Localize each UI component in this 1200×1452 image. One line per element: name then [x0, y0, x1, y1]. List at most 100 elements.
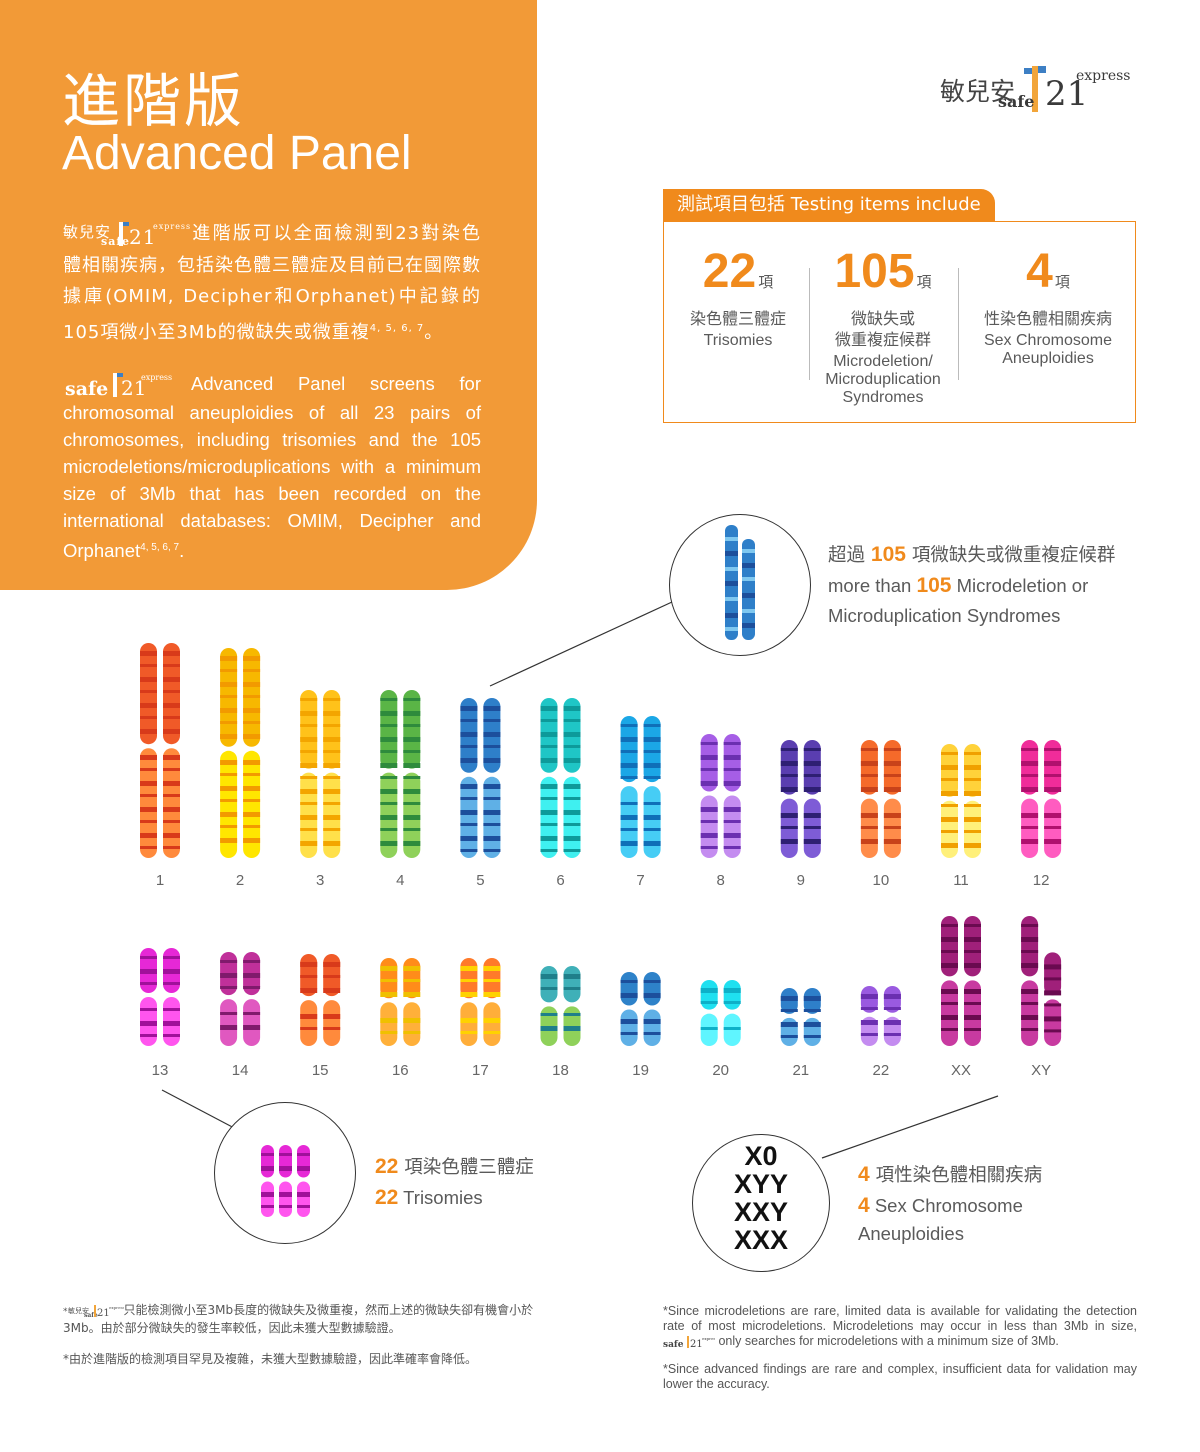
chromosome-band	[540, 745, 558, 748]
chromosome-band	[860, 826, 878, 829]
chromatid-arm-upper	[563, 966, 581, 1003]
chromosome-band	[803, 996, 821, 1001]
trisomy-chromatid	[297, 1145, 310, 1217]
chromosome-band	[723, 1001, 741, 1004]
chromosome-zoom-icon	[725, 525, 755, 640]
chromosome-band	[323, 815, 341, 820]
item-label-en: Microdeletion/ Microduplication Syndrome…	[825, 353, 941, 406]
chromosome-band	[323, 962, 341, 967]
chromosome-band	[403, 698, 421, 701]
sex-item: X0	[744, 1141, 778, 1171]
footnote-en-logo: safe 21 express	[663, 1335, 718, 1350]
chromatid-arm-upper	[1021, 740, 1039, 795]
chromosome-band	[723, 846, 741, 849]
chromosome-band	[220, 760, 238, 765]
chromosome-band	[140, 703, 157, 708]
chromosome-band	[941, 804, 958, 807]
chromosome-band	[403, 802, 421, 805]
chromosome-band	[964, 924, 981, 927]
chromosome-band	[780, 813, 798, 818]
chromosome-band	[220, 1012, 238, 1015]
callout-sex-num-en: 4	[858, 1194, 870, 1217]
chromosome-band	[643, 828, 661, 831]
callout-trisomy-num-en: 22	[375, 1186, 399, 1209]
chromosome-band	[140, 807, 157, 812]
chromosome-pair-21: 21	[780, 988, 821, 1079]
chromosome-band	[563, 823, 581, 826]
chromatid-arm-lower	[163, 748, 180, 858]
chromatid-arm-upper	[941, 744, 958, 797]
sex-item: XXY	[733, 1197, 789, 1227]
logo-bar-en	[113, 373, 117, 398]
chromosome-band	[403, 711, 421, 716]
chromosome-band	[563, 974, 581, 979]
chromosome-band	[220, 799, 238, 802]
chromosome-band	[941, 950, 958, 953]
chromosome-band	[1021, 989, 1039, 994]
chromosome-band	[540, 758, 558, 763]
chromosome-band	[243, 786, 261, 791]
testing-items-tab: 測試項目包括 Testing items include	[663, 189, 995, 221]
chromosome-pair-10: 10	[860, 740, 901, 889]
chromosome-band	[483, 719, 501, 722]
brand-logo-bar-left	[1024, 68, 1032, 74]
callout-trisomy-en: Trisomies	[403, 1187, 483, 1208]
trisomy-chromatid	[261, 1145, 274, 1217]
chromosome-band	[483, 979, 501, 982]
chromosome-band	[1044, 774, 1062, 777]
brand-logo-express: express	[1076, 68, 1131, 84]
chromosome-band	[403, 763, 421, 768]
chromosome-band	[380, 776, 398, 779]
chromosome-band	[163, 651, 180, 656]
chromosome-band	[964, 843, 981, 848]
chromosome-band	[163, 956, 180, 959]
chromosome-band	[323, 776, 341, 779]
chromosome-band	[1044, 977, 1062, 981]
chromosome-band	[323, 711, 341, 716]
logo-bar-blue	[123, 222, 129, 226]
chromosome-band	[643, 1019, 661, 1024]
chromosome-band	[723, 1027, 741, 1030]
footnote-en-logo-num: 21	[690, 1339, 703, 1349]
chromatid-arm-upper	[279, 1145, 292, 1178]
chromosome-band	[964, 937, 981, 942]
chromosome-band	[643, 980, 661, 983]
callout-trisomy-num: 22	[375, 1155, 399, 1178]
chromosome-pair-20: 20	[700, 980, 741, 1079]
sex-chromosome-list: X0 XYY XXY XXX	[693, 1142, 829, 1254]
chromosome-band	[964, 752, 981, 755]
chromosome-band	[163, 1034, 180, 1037]
chromosome-band	[723, 755, 741, 760]
chromosome-band	[643, 776, 661, 779]
footnote-en-1: *Since microdeletions are rare, limited …	[663, 1304, 1137, 1350]
chromosome-band	[323, 802, 341, 805]
chromatid-arm-lower	[643, 1009, 661, 1046]
chromosome-band	[380, 737, 398, 742]
chromosome-band	[883, 1020, 901, 1025]
chromosome-band	[723, 742, 741, 745]
chromosome-band	[460, 784, 478, 789]
chromosome-band	[941, 937, 958, 942]
chromosome-band	[1021, 937, 1039, 942]
chromosome-band	[140, 969, 157, 974]
callout-micro-post-en: Microdeletion or	[956, 575, 1089, 596]
chromosome-label: 1	[156, 872, 164, 889]
brand-logo-inline: 敏兒安 safe 21 express	[63, 220, 191, 249]
chromatid-arm-upper	[883, 986, 901, 1013]
chromosome-band	[220, 669, 238, 672]
chromosome-band	[140, 956, 157, 959]
item-label-zh: 性染色體相關疾病	[983, 309, 1112, 328]
callout-sex-text: 4 項性染色體相關疾病 4 Sex Chromosome Aneuploidie…	[858, 1160, 1042, 1247]
chromosome-band	[780, 1022, 798, 1027]
zoom-chromatid-right	[742, 539, 755, 640]
chromosome-band	[803, 748, 821, 751]
footnote-zh-1: * 敏兒安 safe 21 express 只能檢測微小至3Mb長度的微缺失及微…	[63, 1303, 534, 1335]
chromosome-band	[243, 682, 261, 687]
chromosome-pair-1: 1	[140, 643, 180, 889]
item-label-en: Trisomies	[703, 332, 773, 349]
chromosome-band	[220, 682, 238, 687]
chromosome-band	[964, 989, 981, 994]
chromosome-band	[483, 966, 501, 971]
chromosome-band	[403, 1018, 421, 1023]
